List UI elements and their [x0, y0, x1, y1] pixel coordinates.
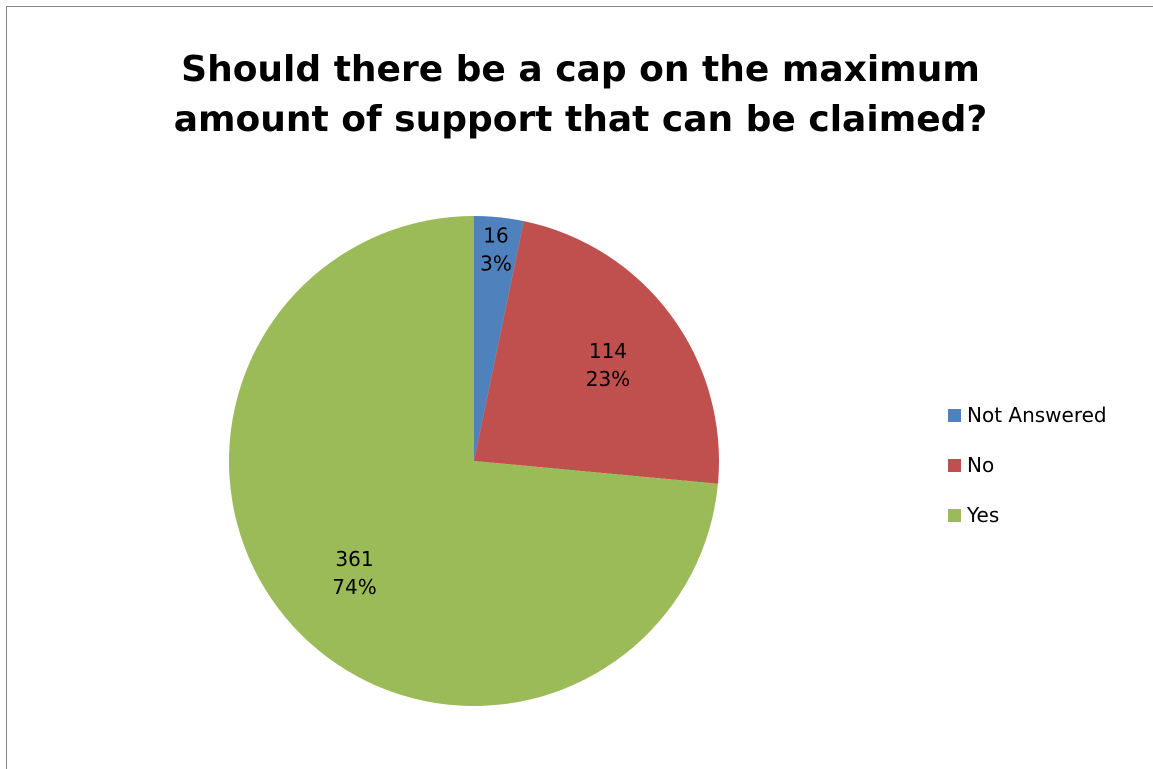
legend: Not Answered No Yes: [948, 390, 1107, 540]
chart-title: Should there be a cap on the maximum amo…: [7, 45, 1153, 145]
legend-label: No: [967, 453, 995, 477]
chart-title-line-1: Should there be a cap on the maximum: [181, 49, 980, 90]
legend-item-not-answered: Not Answered: [948, 390, 1107, 440]
data-label-value-no: 114: [589, 339, 627, 363]
data-label-percent-not-answered: 3%: [480, 252, 512, 276]
pie-slice-no: [474, 221, 719, 484]
data-label-value-not-answered: 16: [483, 224, 508, 248]
legend-label: Not Answered: [967, 403, 1107, 427]
legend-label: Yes: [967, 503, 1000, 527]
legend-swatch: [948, 508, 961, 522]
pie-slice-yes: [228, 216, 718, 706]
data-label-percent-yes: 74%: [332, 575, 376, 599]
data-label-percent-no: 23%: [586, 367, 630, 391]
legend-swatch: [948, 458, 961, 472]
chart-title-line-2: amount of support that can be claimed?: [173, 99, 988, 140]
legend-item-no: No: [948, 440, 1107, 490]
legend-swatch: [948, 408, 961, 422]
legend-item-yes: Yes: [948, 490, 1107, 540]
pie-slice-not-answered: [474, 216, 524, 461]
data-label-value-yes: 361: [335, 547, 373, 571]
